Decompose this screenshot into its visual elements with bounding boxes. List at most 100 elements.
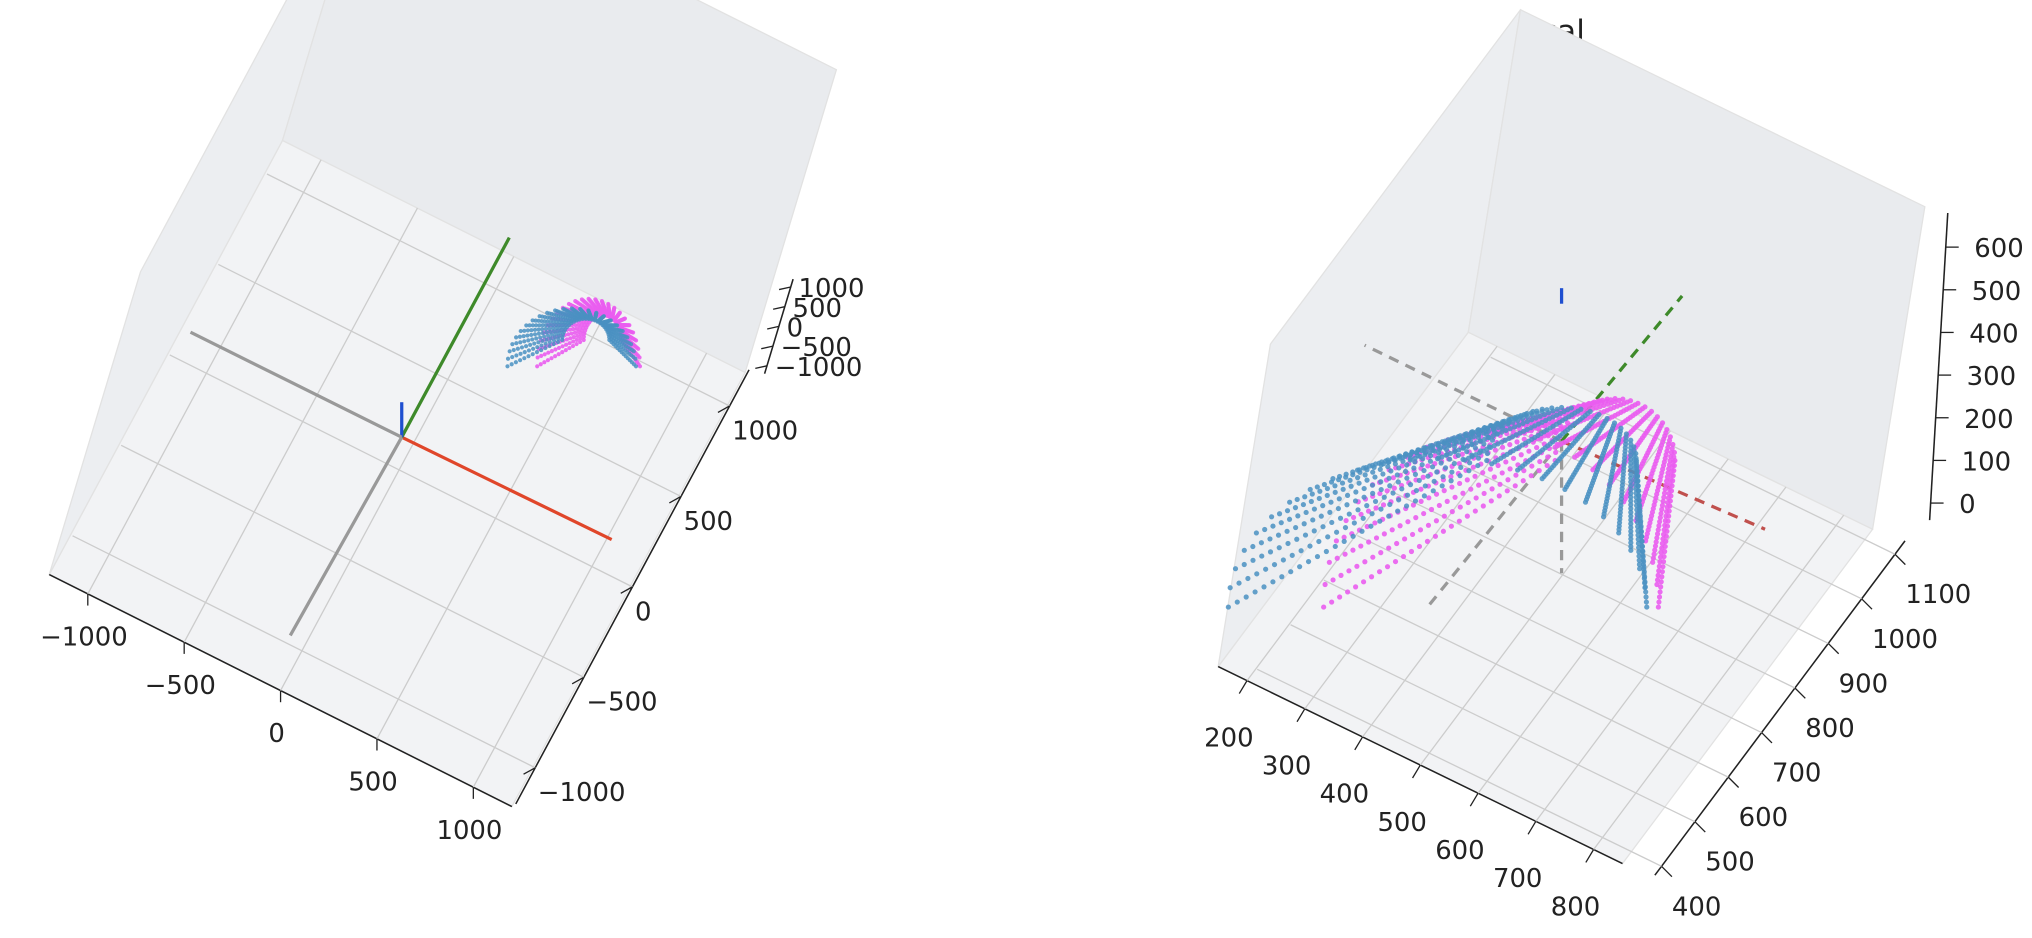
tick-mark xyxy=(523,767,536,775)
point xyxy=(1489,437,1496,443)
point xyxy=(577,326,582,331)
point xyxy=(574,341,579,347)
point xyxy=(1432,448,1438,454)
point xyxy=(1392,559,1399,565)
point xyxy=(1504,488,1510,494)
point xyxy=(539,353,544,358)
point xyxy=(1665,470,1671,476)
point xyxy=(1628,486,1634,493)
point xyxy=(1354,563,1360,569)
point xyxy=(1254,571,1260,577)
point xyxy=(1390,490,1396,496)
point xyxy=(1658,510,1664,517)
grid-line xyxy=(1356,534,1762,734)
point xyxy=(1524,414,1530,420)
point xyxy=(1634,503,1640,509)
y-tick-label: 700 xyxy=(1772,759,1821,789)
point xyxy=(1380,461,1387,467)
point xyxy=(581,334,586,339)
grid-line xyxy=(279,256,515,691)
reference-axis xyxy=(401,435,613,542)
point xyxy=(1305,559,1312,565)
point xyxy=(1369,511,1375,517)
point xyxy=(550,323,555,328)
point xyxy=(1263,566,1269,572)
point xyxy=(1234,599,1240,605)
point xyxy=(544,337,549,342)
y-tick-label: 1100 xyxy=(1905,580,1971,610)
point xyxy=(1667,481,1673,487)
point xyxy=(1586,403,1592,409)
point xyxy=(576,329,581,335)
point xyxy=(526,338,531,343)
point xyxy=(1448,474,1454,480)
point xyxy=(1420,474,1426,480)
point xyxy=(1334,555,1340,561)
point xyxy=(1334,529,1340,535)
point xyxy=(1600,514,1607,520)
point xyxy=(1628,528,1634,534)
point xyxy=(542,334,547,339)
grid-line xyxy=(183,207,419,643)
point xyxy=(1355,475,1361,481)
point xyxy=(1665,499,1671,506)
tick-mark xyxy=(669,495,682,504)
point xyxy=(1384,564,1391,570)
point xyxy=(511,347,516,353)
point xyxy=(529,328,534,333)
point xyxy=(1642,585,1648,591)
point xyxy=(1416,477,1422,484)
point xyxy=(1353,584,1359,590)
point xyxy=(1499,470,1505,476)
reference-axis xyxy=(1560,294,1684,443)
x-tick-label: 800 xyxy=(1551,892,1600,922)
point xyxy=(1467,460,1473,466)
point xyxy=(1275,532,1282,538)
point xyxy=(553,308,558,313)
point xyxy=(514,335,519,340)
point xyxy=(1452,436,1458,442)
point xyxy=(1336,496,1342,502)
point xyxy=(571,335,576,340)
point xyxy=(539,318,544,324)
point xyxy=(1378,506,1384,512)
point xyxy=(1628,437,1634,443)
point xyxy=(1562,486,1568,492)
point xyxy=(542,319,547,324)
point xyxy=(1659,540,1665,547)
point xyxy=(1632,469,1638,475)
point xyxy=(1658,584,1664,590)
point xyxy=(551,338,557,343)
point xyxy=(586,308,591,313)
point xyxy=(1449,484,1455,490)
point xyxy=(631,349,636,354)
point xyxy=(535,355,540,360)
point xyxy=(1466,435,1472,442)
point xyxy=(637,355,642,360)
point xyxy=(1356,480,1362,486)
z-tick-label: 1000 xyxy=(799,274,865,304)
point xyxy=(1503,427,1509,434)
point xyxy=(1628,509,1634,515)
point xyxy=(548,319,553,324)
point xyxy=(1628,521,1634,527)
point xyxy=(572,330,578,335)
point xyxy=(567,341,572,346)
point xyxy=(1446,438,1452,444)
point xyxy=(1628,467,1634,474)
pane-back xyxy=(281,0,838,374)
point xyxy=(1490,426,1496,433)
point xyxy=(1640,557,1646,563)
z-tick-label: 100 xyxy=(1962,448,2011,478)
point xyxy=(1633,482,1639,488)
point xyxy=(1250,543,1256,550)
point xyxy=(1403,468,1409,475)
point xyxy=(1258,540,1264,546)
point xyxy=(547,323,552,328)
point xyxy=(1297,564,1303,570)
tick-mark xyxy=(778,286,791,291)
point xyxy=(1294,536,1300,542)
point xyxy=(1651,551,1657,557)
tick-mark xyxy=(1761,732,1773,744)
point xyxy=(1628,502,1634,508)
